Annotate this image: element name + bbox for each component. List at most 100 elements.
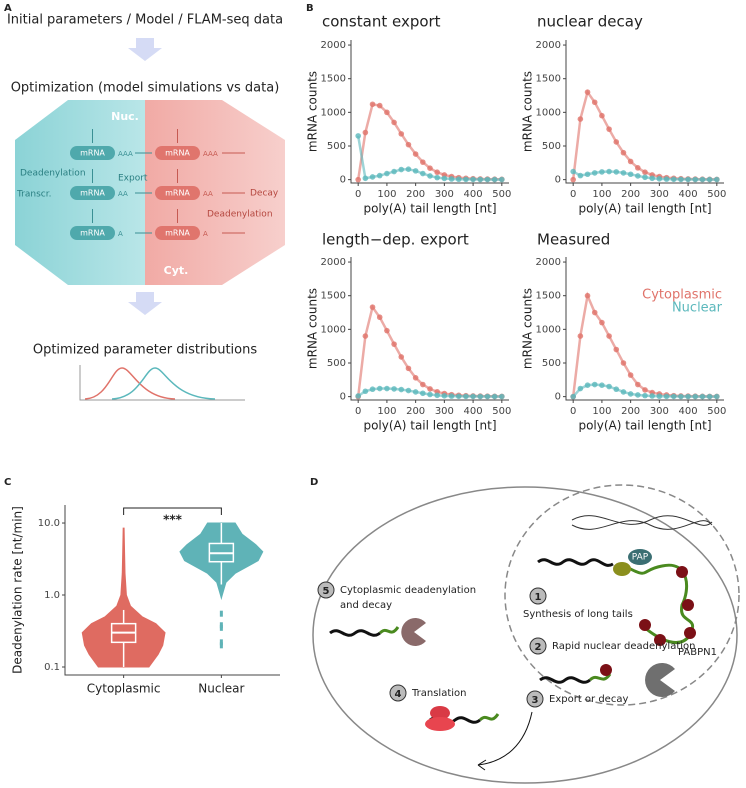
- tail-label: AA: [203, 190, 213, 198]
- y-tick-label: 500: [327, 358, 346, 369]
- point: [706, 393, 713, 400]
- point: [656, 393, 663, 400]
- axes: [79, 365, 245, 401]
- point: [455, 393, 462, 400]
- x-tick-label: 100: [377, 189, 396, 200]
- protein: [613, 562, 631, 576]
- point: [642, 387, 648, 393]
- nuclease: [401, 618, 426, 647]
- step-text: Synthesis of long tails: [523, 609, 633, 620]
- y-tick-label: 1.0: [44, 590, 60, 601]
- point: [448, 393, 455, 399]
- point: [427, 391, 433, 398]
- y-tick-label: 1000: [321, 324, 346, 335]
- point: [369, 386, 376, 393]
- point: [606, 168, 612, 175]
- mrna: [537, 558, 614, 567]
- pap-label: PAP: [632, 553, 649, 563]
- pabpn1-label: PABPN1: [678, 647, 717, 658]
- step-badge: [529, 587, 547, 605]
- step-text: Translation: [411, 688, 467, 699]
- point: [391, 119, 397, 126]
- significance-bracket: [123, 507, 222, 515]
- y-tick-label: 0.1: [44, 662, 60, 673]
- point: [670, 176, 677, 183]
- y-tick-label: 1500: [536, 291, 561, 302]
- point: [477, 393, 484, 400]
- point: [434, 174, 440, 181]
- chart-title: Measured: [537, 231, 610, 249]
- point: [470, 393, 476, 400]
- outlier: [219, 624, 223, 631]
- point: [599, 112, 605, 119]
- x-axis-label: poly(A) tail length [nt]: [363, 202, 496, 216]
- point: [355, 393, 361, 399]
- mrna-label: mRNA: [80, 229, 105, 238]
- point: [499, 393, 505, 400]
- point: [391, 341, 397, 347]
- y-axis-label: mRNA counts: [306, 288, 320, 369]
- point: [369, 304, 376, 310]
- x-tick-label: 100: [592, 406, 611, 417]
- violin: [81, 527, 166, 668]
- chart-title: nuclear decay: [537, 13, 643, 31]
- mrna-box: [155, 146, 200, 160]
- mrna-box: [155, 226, 200, 240]
- x-tick-label: 500: [707, 406, 726, 417]
- point: [606, 333, 612, 339]
- step-number: 3: [532, 695, 539, 706]
- point: [642, 174, 648, 181]
- point: [599, 382, 605, 388]
- point: [635, 165, 641, 171]
- point: [699, 176, 706, 183]
- point: [384, 109, 390, 116]
- point: [613, 386, 620, 393]
- cyt-label: Cyt.: [164, 264, 189, 277]
- step-text: and decay: [340, 600, 392, 611]
- point: [491, 393, 498, 400]
- point: [376, 172, 383, 179]
- point: [405, 387, 412, 394]
- y-tick-label: 1000: [321, 107, 346, 118]
- step-badge: [389, 684, 407, 702]
- point: [591, 170, 598, 176]
- arrow: [128, 292, 162, 315]
- mrna-label: mRNA: [165, 189, 190, 198]
- point: [613, 139, 620, 145]
- x-tick-label: 500: [707, 189, 726, 200]
- ribosome: [430, 706, 450, 720]
- point: [678, 393, 684, 400]
- point: [678, 176, 684, 183]
- point: [656, 176, 663, 182]
- pabpn1-proteins: [639, 566, 696, 646]
- x-tick-label: 200: [621, 406, 640, 417]
- tail: [588, 673, 612, 682]
- point: [376, 314, 383, 321]
- step-text: Export or decay: [549, 694, 628, 705]
- point: [599, 169, 605, 175]
- x-tick-label: 300: [650, 406, 669, 417]
- point: [570, 176, 576, 183]
- point: [613, 346, 620, 353]
- y-tick-label: 0: [555, 175, 561, 186]
- nucleus: [504, 484, 740, 706]
- point: [620, 389, 627, 395]
- label: Deadenylation: [20, 169, 86, 179]
- y-tick-label: 1500: [321, 291, 346, 302]
- point: [384, 170, 390, 177]
- y-axis-label: mRNA counts: [521, 71, 535, 152]
- panel-label: A: [4, 3, 12, 14]
- point: [591, 381, 598, 388]
- point: [635, 392, 641, 398]
- panel-label: D: [310, 477, 318, 488]
- a-result: Optimized parameter distributions: [33, 343, 258, 358]
- point: [663, 176, 670, 182]
- cell: [312, 486, 738, 784]
- x-tick-label: 100: [592, 189, 611, 200]
- point: [405, 166, 412, 173]
- point: [448, 176, 455, 182]
- outlier: [219, 610, 223, 617]
- point: [649, 175, 655, 182]
- x-tick-label: 0: [570, 189, 576, 200]
- point: [591, 309, 598, 316]
